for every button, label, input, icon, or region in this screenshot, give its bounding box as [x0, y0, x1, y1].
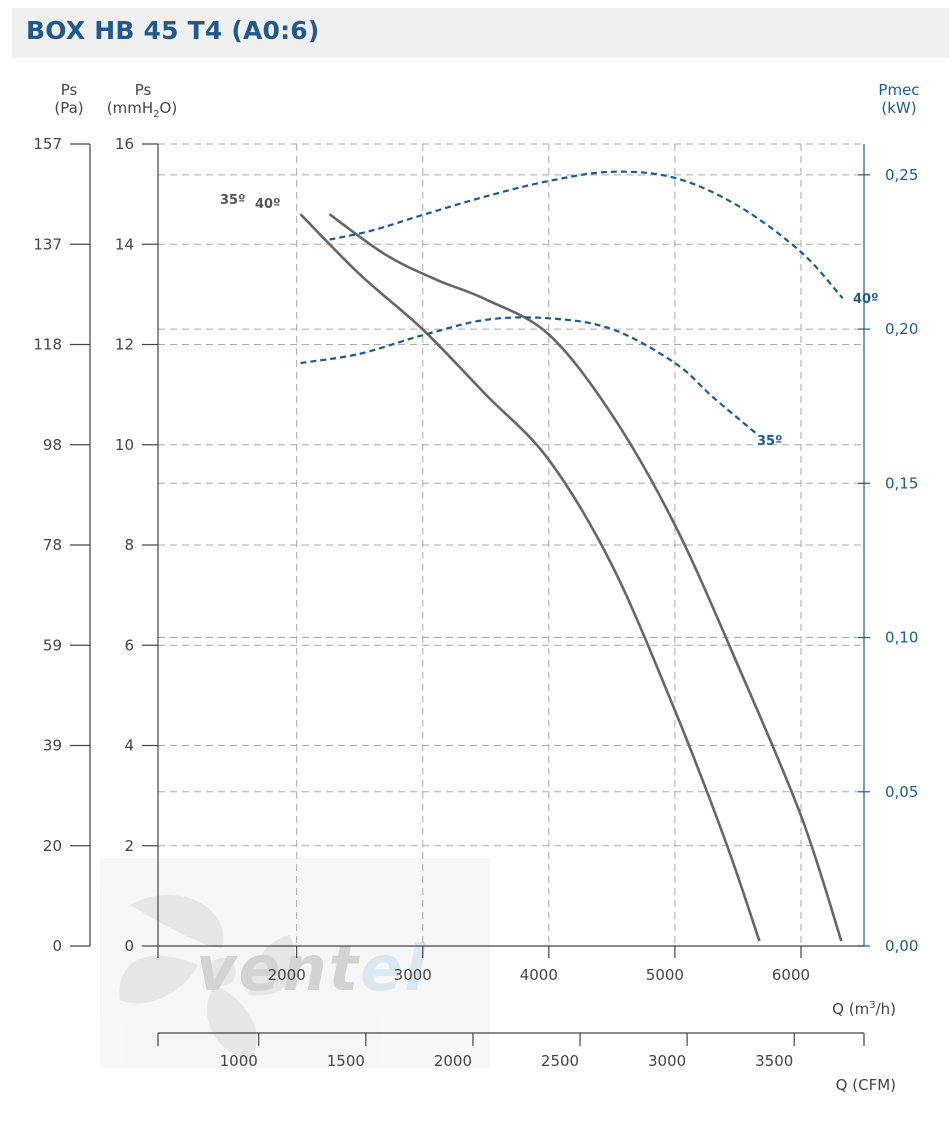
pmec-tick-label: 0,10: [885, 629, 918, 647]
pmec-tick-label: 0,25: [885, 166, 918, 184]
pa-tick-label: 59: [43, 636, 62, 654]
mm-tick-label: 14: [115, 235, 134, 253]
q-cfm-axis: 1000 1500 2000 2500 3000 3500: [157, 1032, 865, 1070]
q-m3h-label: Q (m3/h): [832, 1000, 896, 1018]
ps-mm-label: Ps: [135, 81, 152, 99]
pa-tick-label: 78: [43, 536, 62, 554]
mm-tick-label: 6: [124, 636, 134, 654]
fan-blade-watermark: [119, 895, 296, 1060]
ps-pa-label: Ps: [61, 81, 78, 99]
pmec-axis: 0,25 0,20 0,15 0,10 0,05 0,00: [858, 144, 918, 955]
mm-tick-label: 2: [124, 837, 134, 855]
power-35-label: 35º: [757, 434, 782, 449]
mm-tick-label: 0: [124, 937, 134, 955]
pa-tick-label: 157: [33, 135, 62, 153]
ps-mmh2o-axis: 16 14 12 10 8 6 4 2 0: [115, 135, 159, 958]
pa-tick-label: 118: [33, 336, 62, 354]
pa-tick-label: 39: [43, 737, 62, 755]
chart-title: BOX HB 45 T4 (A0:6): [26, 16, 320, 45]
pressure-35-label: 35º: [220, 193, 245, 208]
pa-tick-label: 20: [43, 837, 62, 855]
q-tick-label: 4000: [520, 966, 558, 984]
q-tick-label: 6000: [772, 966, 810, 984]
mm-tick-label: 8: [124, 536, 134, 554]
q-tick-label: 2000: [268, 966, 306, 984]
ps-pa-axis: 157 137 118 98 78 59 39 20 0: [33, 135, 91, 955]
pressure-curve-40: [328, 213, 843, 942]
mm-tick-label: 4: [124, 737, 134, 755]
power-curve-35: [300, 316, 758, 435]
pressure-40-label: 40º: [255, 197, 280, 212]
pmec-unit: (kW): [881, 99, 916, 117]
pmec-tick-label: 0,05: [885, 783, 918, 801]
cfm-tick-label: 1500: [327, 1052, 365, 1070]
title-bar: BOX HB 45 T4 (A0:6): [12, 8, 949, 58]
pa-tick-label: 137: [33, 235, 62, 253]
cfm-tick-label: 2500: [541, 1052, 579, 1070]
mm-tick-label: 16: [115, 135, 134, 153]
ps-mm-unit: (mmH2O): [107, 99, 177, 120]
cfm-tick-label: 1000: [220, 1052, 258, 1070]
q-tick-label: 3000: [394, 966, 432, 984]
pressure-curve-35: [299, 213, 761, 942]
cfm-tick-label: 2000: [434, 1052, 472, 1070]
q-m3h-axis: 2000 3000 4000 5000 6000: [158, 945, 864, 984]
mm-tick-label: 10: [115, 436, 134, 454]
ps-pa-unit: (Pa): [54, 99, 83, 117]
pmec-tick-label: 0,20: [885, 320, 918, 338]
q-cfm-label: Q (CFM): [836, 1076, 896, 1094]
power-curve-40: [329, 170, 844, 299]
watermark-text: ventel: [196, 932, 428, 1005]
pmec-tick-label: 0,15: [885, 474, 918, 492]
curves: [299, 170, 844, 942]
pmec-label: Pmec: [878, 81, 919, 99]
grid: [158, 143, 864, 946]
pa-tick-label: 98: [43, 436, 62, 454]
cfm-tick-label: 3500: [755, 1052, 793, 1070]
pa-tick-label: 0: [52, 937, 62, 955]
pmec-tick-label: 0,00: [885, 937, 918, 955]
cfm-tick-label: 3000: [648, 1052, 686, 1070]
mm-tick-label: 12: [115, 336, 134, 354]
power-40-label: 40º: [853, 292, 878, 307]
q-tick-label: 5000: [646, 966, 684, 984]
